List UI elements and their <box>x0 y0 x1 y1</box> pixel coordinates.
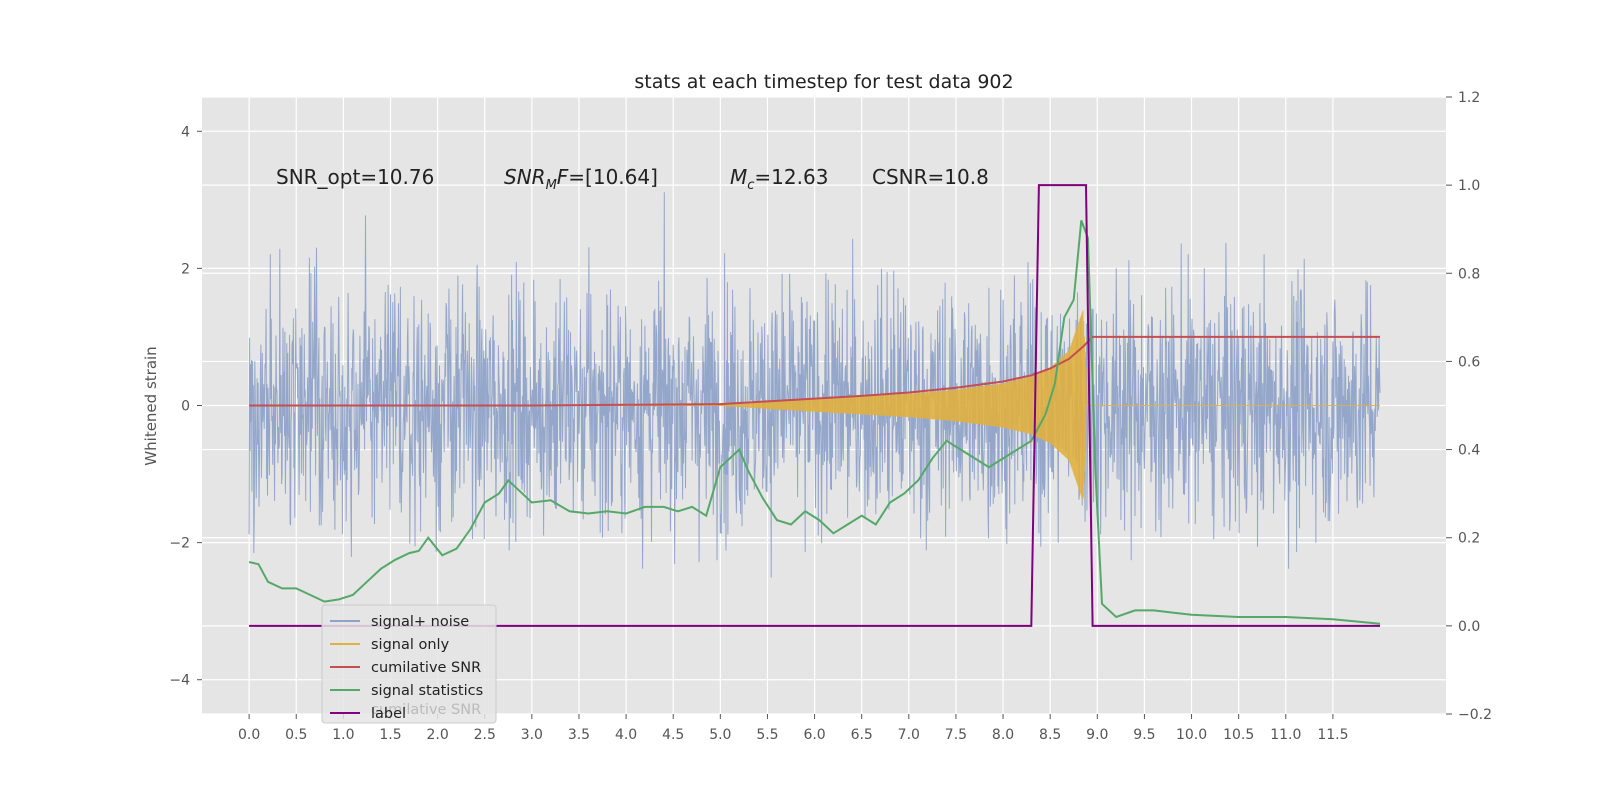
annotation-snr-opt: SNR_opt=10.76 <box>276 165 434 189</box>
y2-tick-label: 0.8 <box>1458 266 1480 282</box>
x-tick-label: 10.0 <box>1176 727 1207 743</box>
x-tick-label: 4.0 <box>615 727 637 743</box>
legend-box <box>321 604 497 724</box>
signal-noise-series <box>248 192 1381 578</box>
annotation-mc: Mc=12.63 <box>730 165 828 193</box>
legend-label: signal statistics <box>371 683 483 699</box>
annotation-snr-mf-rest: F <box>557 165 569 189</box>
x-tick-label: 5.0 <box>709 727 731 743</box>
x-tick-label: 10.5 <box>1223 727 1254 743</box>
line-series-group <box>248 184 1381 627</box>
y2-tick-label: 1.2 <box>1458 90 1480 106</box>
x-tick-label: 3.5 <box>568 727 590 743</box>
y2-tick-label: −0.2 <box>1458 707 1492 723</box>
annotation-mc-sub: c <box>747 178 754 193</box>
legend-label: cumilative SNR <box>371 660 481 676</box>
legend-label: label <box>371 706 406 722</box>
annotation-csnr: CSNR=10.8 <box>872 165 989 189</box>
y-tick-label: 4 <box>181 124 190 140</box>
legend-ghost-text: cumilative SNR <box>371 702 481 718</box>
y-axis-label: Whitened strain <box>142 346 160 465</box>
y-axis-right: 1.2 1.0 0.8 0.6 0.4 0.2 0.0 −0.2 <box>1446 90 1492 723</box>
x-tick-label: 0.5 <box>285 727 307 743</box>
annotation-mc-value: =12.63 <box>754 165 828 189</box>
x-tick-label: 7.0 <box>898 727 920 743</box>
x-tick-label: 2.0 <box>426 727 448 743</box>
legend: cumilative SNR signal+ noise signal only c… <box>321 604 497 724</box>
y2-tick-label: 0.2 <box>1458 531 1480 547</box>
y2-tick-label: 1.0 <box>1458 178 1480 194</box>
y-tick-label: −2 <box>169 536 190 552</box>
signal-noise-line <box>248 192 1381 578</box>
x-axis: 0.0 0.5 1.0 1.5 2.0 2.5 3.0 3.5 4.0 4.5 5.0 5.5 6.0 6… <box>238 714 1348 743</box>
x-tick-label: 1.5 <box>379 727 401 743</box>
x-tick-label: 9.5 <box>1133 727 1155 743</box>
x-tick-label: 2.5 <box>474 727 496 743</box>
y-axis-left: 4 2 0 −2 −4 <box>169 124 202 689</box>
annotation-snr-mf: SNRMF=[10.64] <box>504 165 658 193</box>
y-tick-label: −4 <box>169 673 190 689</box>
x-tick-label: 11.5 <box>1317 727 1348 743</box>
x-tick-label: 4.5 <box>662 727 684 743</box>
legend-label: signal only <box>371 637 450 653</box>
y2-tick-label: 0.0 <box>1458 619 1480 635</box>
x-tick-label: 8.5 <box>1039 727 1061 743</box>
legend-label: signal+ noise <box>371 614 469 630</box>
x-tick-label: 11.0 <box>1270 727 1301 743</box>
y-tick-label: 0 <box>181 399 190 415</box>
x-tick-label: 0.0 <box>238 727 260 743</box>
x-tick-label: 1.0 <box>332 727 354 743</box>
y2-tick-label: 0.6 <box>1458 354 1480 370</box>
x-tick-label: 6.0 <box>803 727 825 743</box>
x-tick-label: 3.0 <box>521 727 543 743</box>
x-tick-label: 5.5 <box>756 727 778 743</box>
label-line <box>249 184 1380 627</box>
y-tick-label: 2 <box>181 261 190 277</box>
annotation-snr-mf-sub: M <box>546 178 557 193</box>
x-tick-label: 8.0 <box>992 727 1014 743</box>
annotation-snr-mf-value: =[10.64] <box>568 165 658 189</box>
x-tick-label: 9.0 <box>1086 727 1108 743</box>
cumilative-snr-line <box>249 335 1380 407</box>
annotation-mc-name: M <box>730 165 747 189</box>
x-tick-label: 6.5 <box>851 727 873 743</box>
y2-tick-label: 0.4 <box>1458 443 1480 459</box>
annotation-snr-mf-name: SNR <box>504 165 546 189</box>
x-tick-label: 7.5 <box>945 727 967 743</box>
chart-title: stats at each timestep for test data 902 <box>634 71 1013 93</box>
signal-statistics-line <box>248 220 1381 625</box>
